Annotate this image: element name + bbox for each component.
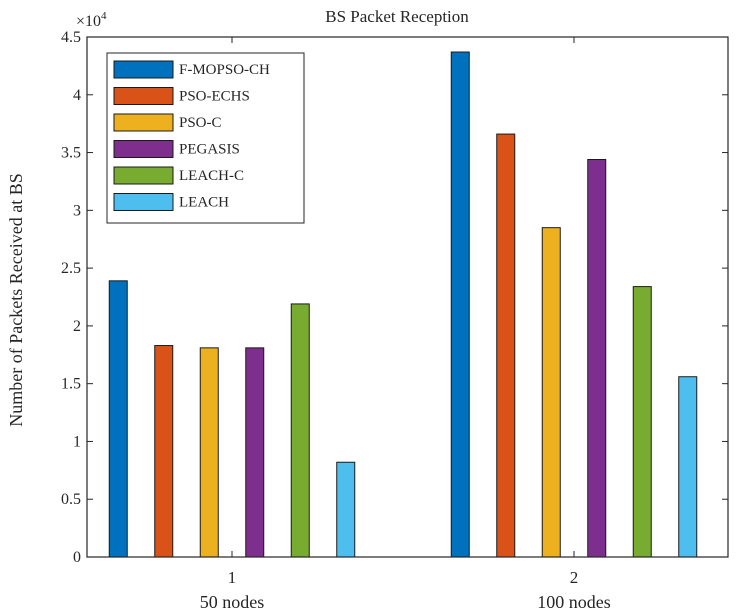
legend-swatch-leach-c	[113, 166, 174, 185]
y-tick-label: 1	[73, 433, 81, 450]
y-tick-label: 2.5	[61, 260, 81, 277]
legend-label-f-mopso-ch: F-MOPSO-CH	[179, 62, 270, 78]
y-tick-label: 2	[73, 318, 81, 335]
bar-leach-group-1	[336, 461, 356, 558]
bar-pegasis-group-1	[245, 347, 265, 558]
bars-group	[108, 51, 698, 558]
y-tick-label: 4	[73, 87, 81, 104]
legend-swatch-pso-echs	[113, 87, 174, 105]
legend-label-leach-c: LEACH-C	[179, 168, 244, 184]
legend-swatch-f-mopso-ch	[113, 60, 174, 79]
legend-label-pso-echs: PSO-ECHS	[179, 89, 250, 105]
legend-label-leach: LEACH	[179, 195, 229, 211]
y-tick-label: 0.5	[61, 491, 81, 508]
y-tick-label: 0	[73, 549, 81, 566]
y-ticks-group: 0 0.5 1 1.5 2 2.5 3 3.5 4 4.5	[61, 29, 728, 566]
bar-pso-echs-group-2	[496, 133, 516, 558]
bar-pso-echs-group-1	[154, 345, 174, 558]
legend-label-pegasis: PEGASIS	[179, 142, 240, 158]
legend-swatch-leach	[113, 193, 174, 211]
y-axis-label: Number of Packets Received at BS	[6, 173, 26, 426]
y-tick-label: 4.5	[61, 29, 81, 46]
bar-f-mopso-ch-group-1	[108, 280, 128, 558]
legend-swatch-pso-c	[113, 113, 174, 132]
bar-pso-c-group-1	[199, 347, 219, 558]
x-tick-label: 1	[228, 568, 237, 587]
plot-frame	[86, 36, 729, 558]
legend-swatch-pegasis	[113, 140, 174, 158]
y-tick-label: 3.5	[61, 145, 81, 162]
bar-leach-c-group-1	[290, 303, 310, 558]
x-category-sublabel: 100 nodes	[537, 592, 611, 612]
bar-f-mopso-ch-group-2	[450, 51, 470, 558]
y-exponent-power: 4	[101, 10, 107, 22]
bar-leach-group-2	[678, 376, 698, 558]
chart-title: BS Packet Reception	[325, 7, 469, 26]
x-ticks-group: 1 50 nodes 2 100 nodes	[200, 37, 611, 612]
legend-label-pso-c: PSO-C	[179, 115, 222, 131]
y-tick-label: 1.5	[61, 376, 81, 393]
bar-leach-c-group-2	[632, 286, 652, 558]
y-exponent-base: ×10	[76, 13, 101, 30]
x-tick-label: 2	[570, 568, 579, 587]
x-category-sublabel: 50 nodes	[200, 592, 265, 612]
y-tick-label: 3	[73, 202, 81, 219]
bar-pegasis-group-2	[587, 158, 607, 558]
y-exponent-label: ×104	[76, 10, 107, 30]
legend: F-MOPSO-CH PSO-ECHS PSO-C PEGASIS LEACH-C LEA…	[106, 52, 305, 224]
bar-pso-c-group-2	[541, 227, 561, 558]
